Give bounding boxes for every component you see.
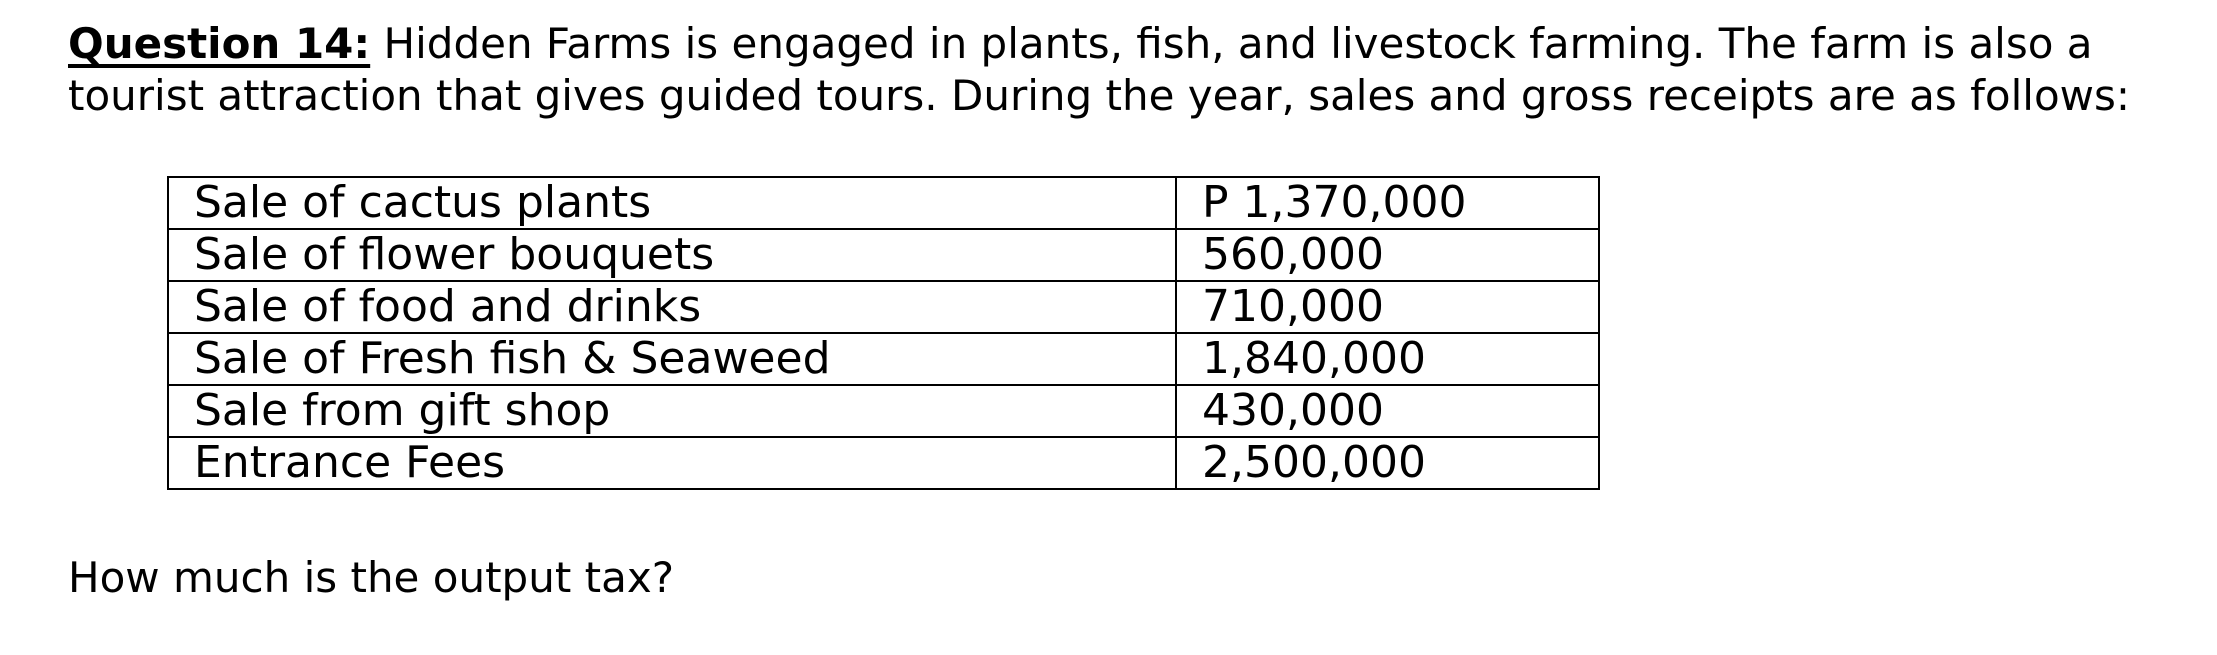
item-cell: Sale from gift shop: [167, 384, 1177, 438]
table-row: Entrance Fees 2,500,000: [167, 436, 1600, 490]
question-text: Hidden Farms is engaged in plants, fish,…: [68, 19, 2131, 120]
amount-cell: 1,840,000: [1175, 332, 1600, 386]
amount-cell: 560,000: [1175, 228, 1600, 282]
item-cell: Entrance Fees: [167, 436, 1177, 490]
table-row: Sale from gift shop 430,000: [167, 384, 1600, 438]
question-paragraph: Question 14: Hidden Farms is engaged in …: [68, 18, 2188, 122]
table-row: Sale of Fresh fish & Seaweed 1,840,000: [167, 332, 1600, 386]
question-label: Question 14:: [68, 19, 371, 68]
table-row: Sale of flower bouquets 560,000: [167, 228, 1600, 282]
table-row: Sale of food and drinks 710,000: [167, 280, 1600, 334]
item-cell: Sale of cactus plants: [167, 176, 1177, 230]
sales-receipts-table: Sale of cactus plants P 1,370,000 Sale o…: [167, 176, 1600, 490]
amount-cell: P 1,370,000: [1175, 176, 1600, 230]
question-prompt: How much is the output tax?: [68, 553, 674, 602]
table-row: Sale of cactus plants P 1,370,000: [167, 176, 1600, 230]
item-cell: Sale of Fresh fish & Seaweed: [167, 332, 1177, 386]
amount-cell: 2,500,000: [1175, 436, 1600, 490]
item-cell: Sale of food and drinks: [167, 280, 1177, 334]
amount-cell: 710,000: [1175, 280, 1600, 334]
amount-cell: 430,000: [1175, 384, 1600, 438]
item-cell: Sale of flower bouquets: [167, 228, 1177, 282]
